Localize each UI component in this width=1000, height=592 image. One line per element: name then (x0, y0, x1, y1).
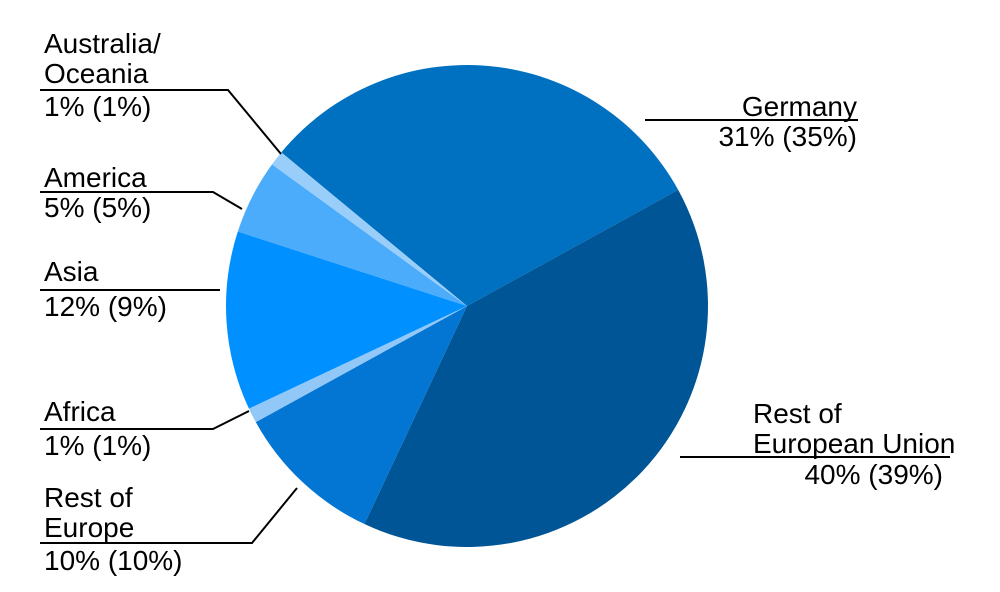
pie-slice-america (237, 164, 467, 306)
pie-slice-australia-oceania (272, 152, 467, 306)
africa-label: Africa (44, 396, 116, 427)
asia-value: 12% (9%) (44, 291, 167, 322)
pie-slice-rest-of-european-union (364, 189, 708, 547)
australia-oceania-label: Australia/ Oceania (44, 29, 161, 89)
pie-slice-germany (281, 65, 679, 306)
rest-of-europe-label: Rest of Europe (44, 483, 134, 543)
america-value: 5% (5%) (44, 192, 152, 223)
australia-oceania-name-line-1: Australia/ (44, 28, 161, 59)
rest-of-europe-name-line-2: Europe (44, 512, 135, 543)
rest-of-european-union-value: 40% (39%) (804, 459, 943, 490)
pie-slices (226, 65, 708, 547)
pie-slice-africa (248, 306, 467, 423)
leader-line-america (40, 191, 243, 210)
pie-slice-rest-of-europe (255, 306, 467, 525)
australia-oceania-name-line-2: Oceania (44, 58, 149, 89)
pie-slice-asia (226, 231, 467, 409)
asia-label: Asia (44, 256, 99, 287)
germany-label: Germany (741, 91, 857, 122)
america-label: America (44, 162, 147, 193)
leader-lines (40, 89, 950, 544)
africa-value: 1% (1%) (44, 430, 152, 461)
leader-line-australia-oceania (40, 89, 282, 155)
germany-value: 31% (35%) (718, 121, 857, 152)
rest-of-european-union-name-line-2: European Union (753, 428, 956, 459)
rest-of-european-union-name-line-1: Rest of (753, 398, 842, 429)
leader-line-africa (40, 410, 250, 430)
rest-of-europe-name-line-1: Rest of (44, 482, 133, 513)
rest-of-europe-value: 10% (10%) (44, 545, 183, 576)
australia-oceania-value: 1% (1%) (44, 91, 152, 122)
rest-of-european-union-label: Rest of European Union (753, 399, 955, 459)
leader-line-rest-of-europe (40, 487, 298, 544)
